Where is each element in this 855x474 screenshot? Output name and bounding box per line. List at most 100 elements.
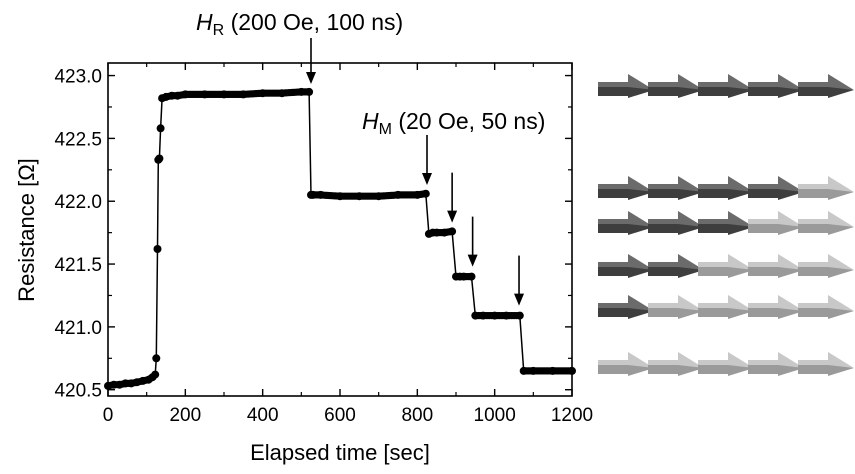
- data-point: [529, 366, 538, 375]
- magnet-cell-light: [748, 352, 804, 376]
- data-point: [568, 366, 576, 375]
- annotation-hr-sub: R: [213, 22, 225, 39]
- data-point: [173, 91, 182, 100]
- data-point: [239, 90, 248, 99]
- magnet-cell-light: [698, 295, 754, 319]
- pulse-arrow-head: [422, 172, 432, 185]
- x-tick-label: 200: [169, 405, 201, 426]
- x-tick-label: 600: [324, 405, 356, 426]
- x-tick-label: 400: [247, 405, 279, 426]
- data-point: [432, 228, 441, 237]
- magnet-cell-dark: [798, 74, 854, 98]
- magnet-cell-light: [648, 352, 704, 376]
- magnet-row: [598, 176, 854, 200]
- data-point: [167, 91, 176, 100]
- data-point: [479, 311, 488, 320]
- magnet-cell-light: [798, 254, 854, 278]
- magnet-cell-light: [748, 211, 804, 235]
- data-point: [258, 89, 267, 98]
- data-point: [155, 154, 164, 163]
- data-point: [515, 311, 524, 320]
- data-point: [305, 87, 314, 96]
- magnet-cell-dark: [598, 176, 654, 200]
- magnet-cell-dark: [598, 211, 654, 235]
- data-point: [156, 124, 165, 133]
- annotation-hr: HR (200 Oe, 100 ns): [196, 9, 403, 39]
- magnet-cell-light: [598, 352, 654, 376]
- data-point: [519, 366, 528, 375]
- annotation-hm-rest: (20 Oe, 50 ns): [392, 108, 545, 134]
- annotation-hr-main: H: [196, 9, 213, 35]
- pulse-arrow-head: [467, 254, 478, 267]
- magnet-cell-light: [748, 254, 804, 278]
- magnet-row: [598, 211, 854, 235]
- data-point: [413, 190, 422, 199]
- pulse-arrow-head: [447, 210, 458, 223]
- y-axis-title: Resistance [Ω]: [14, 158, 39, 302]
- magnet-row: [598, 74, 854, 98]
- data-point: [152, 354, 161, 363]
- data-point: [200, 90, 209, 99]
- data-point: [548, 366, 557, 375]
- y-tick-label: 422.0: [54, 192, 102, 213]
- magnet-row: [598, 254, 854, 278]
- data-point: [121, 379, 130, 388]
- magnet-cell-dark: [698, 176, 754, 200]
- magnet-state-diagram: [598, 74, 854, 376]
- x-tick-label: 1000: [474, 405, 516, 426]
- data-point: [467, 272, 476, 281]
- magnet-cell-light: [798, 352, 854, 376]
- data-point: [308, 190, 317, 199]
- magnet-cell-dark: [598, 295, 654, 319]
- data-point: [278, 89, 286, 98]
- annotation-hm-main: H: [362, 108, 379, 134]
- magnet-cell-light: [798, 176, 854, 200]
- x-tick-label: 1200: [551, 405, 593, 426]
- annotation-hr-rest: (200 Oe, 100 ns): [224, 9, 403, 35]
- magnet-cell-dark: [648, 254, 704, 278]
- data-point: [490, 311, 499, 320]
- magnet-cell-dark: [698, 211, 754, 235]
- magnet-row: [598, 295, 854, 319]
- magnet-cell-dark: [648, 176, 704, 200]
- annotation-hm-sub: M: [379, 121, 392, 138]
- data-point: [109, 380, 118, 389]
- magnet-cell-dark: [598, 254, 654, 278]
- magnet-row: [598, 352, 854, 376]
- x-tick-label: 800: [401, 405, 433, 426]
- data-point: [394, 190, 402, 199]
- data-point: [471, 311, 480, 320]
- x-tick-label: 0: [103, 405, 114, 426]
- pulse-arrow-head: [514, 293, 525, 306]
- y-tick-label: 420.5: [54, 381, 102, 402]
- y-tick-label: 421.5: [54, 255, 102, 276]
- magnet-cell-light: [798, 211, 854, 235]
- annotation-hm: HM (20 Oe, 50 ns): [362, 108, 545, 138]
- pulse-arrow-head: [306, 72, 316, 84]
- magnet-cell-dark: [698, 74, 754, 98]
- magnet-cell-light: [798, 295, 854, 319]
- data-point: [459, 272, 468, 281]
- data-point: [440, 228, 449, 237]
- y-tick-label: 421.0: [54, 318, 102, 339]
- magnet-cell-dark: [748, 176, 804, 200]
- magnet-cell-light: [698, 352, 754, 376]
- series-line: [107, 91, 572, 387]
- data-point: [181, 90, 190, 99]
- data-point: [336, 192, 344, 201]
- data-point: [297, 87, 306, 96]
- magnet-cell-light: [698, 254, 754, 278]
- data-point: [502, 311, 511, 320]
- y-tick-label: 423.0: [54, 67, 102, 88]
- magnet-cell-light: [648, 295, 704, 319]
- data-point: [220, 90, 228, 99]
- magnet-cell-dark: [598, 74, 654, 98]
- y-tick-label: 422.5: [54, 129, 102, 150]
- x-axis-title: Elapsed time [sec]: [250, 440, 430, 465]
- magnet-cell-dark: [648, 74, 704, 98]
- magnet-cell-light: [748, 295, 804, 319]
- data-point: [153, 245, 162, 253]
- magnet-cell-dark: [648, 211, 704, 235]
- data-point: [316, 190, 325, 199]
